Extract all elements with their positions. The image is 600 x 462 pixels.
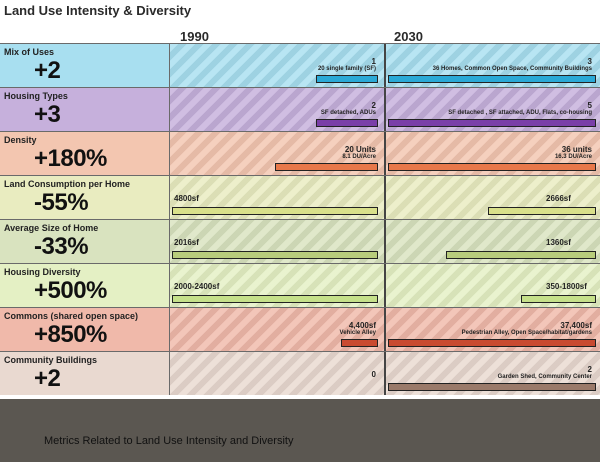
value-bar [275,163,378,171]
value-label: 37,400sf [560,321,592,330]
value-bar [316,119,378,127]
metric-label-panel: Housing Diversity +500% [0,264,170,307]
metric-change: +2 [34,365,61,392]
value-cell-1990: 20 Units 8.1 DU/Acre [170,132,386,175]
value-note: 20 single family (SF) [317,66,376,72]
metric-name: Average Size of Home [4,223,99,233]
metric-change: -33% [34,233,89,260]
metric-row: Community Buildings +2 0 2 Garden Shed, Comm… [0,351,600,395]
metric-change: -55% [34,189,89,216]
metric-row: Density +180% 20 Units 8.1 DU/Acre 36 units 1… [0,131,600,175]
metric-name: Mix of Uses [4,47,55,57]
metric-change: +850% [34,321,107,348]
metric-row: Land Consumption per Home -55% 4800sf 2666s… [0,175,600,219]
value-label: 4,400sf [348,321,376,330]
value-cell-1990: 4800sf [170,176,386,219]
value-bar [341,339,378,347]
value-label: 2016sf [174,238,199,247]
value-cell-2030: 5 SF detached , SF attached, ADU, Flats, … [386,88,600,131]
metric-name: Commons (shared open space) [4,311,139,321]
value-bar [388,75,596,83]
chart-title: Land Use Intensity & Diversity [4,3,192,18]
metric-row: Housing Types +3 2 SF detached, ADUs 5 SF det… [0,87,600,131]
value-cell-2030: 2 Garden Shed, Community Center [386,352,600,395]
value-label: 350-1800sf [546,282,587,291]
value-bar [172,251,378,259]
metric-name: Housing Diversity [4,267,81,277]
value-cell-1990: 0 [170,352,386,395]
metric-row: Average Size of Home -33% 2016sf 1360sf [0,219,600,263]
value-cell-1990: 2 SF detached, ADUs [170,88,386,131]
value-note: SF detached, ADUs [320,110,376,116]
metric-label-panel: Density +180% [0,132,170,175]
metric-name: Community Buildings [4,355,97,365]
value-label: 1 [371,57,376,66]
value-note: 8.1 DU/Acre [342,154,376,160]
figure-caption: Metrics Related to Land Use Intensity an… [44,435,294,447]
value-label: 2 [371,101,376,110]
value-note: Pedestrian Alley, Open Space/habitat/gar… [461,330,592,336]
metric-label-panel: Land Consumption per Home -55% [0,176,170,219]
value-bar [388,383,596,391]
metric-change: +180% [34,145,107,172]
metric-change: +500% [34,277,107,304]
value-bar [521,295,596,303]
column-header-2030: 2030 [394,29,423,44]
metric-label-panel: Mix of Uses +2 [0,44,170,87]
chart-frame: Land Use Intensity & Diversity 1990 2030… [0,0,600,399]
value-bar [316,75,378,83]
value-bar [388,119,596,127]
metric-name: Density [4,135,37,145]
value-note: SF detached , SF attached, ADU, Flats, c… [448,110,592,116]
value-label: 5 [587,101,592,110]
value-cell-2030: 37,400sf Pedestrian Alley, Open Space/hab… [386,308,600,351]
value-note: Vehicle Alley [339,330,376,336]
metric-row: Commons (shared open space) +850% 4,400sf V… [0,307,600,351]
value-note: 16.3 DU/Acre [554,154,592,160]
value-bar [172,295,378,303]
value-cell-1990: 1 20 single family (SF) [170,44,386,87]
metric-change: +2 [34,57,61,84]
value-note: Garden Shed, Community Center [497,374,592,380]
metric-label-panel: Housing Types +3 [0,88,170,131]
value-cell-1990: 2016sf [170,220,386,263]
value-label: 0 [371,370,376,379]
value-cell-2030: 2666sf [386,176,600,219]
metric-label-panel: Average Size of Home -33% [0,220,170,263]
value-bar [446,251,596,259]
value-bar [388,339,596,347]
value-bar [172,207,378,215]
value-label: 20 Units [344,145,376,154]
metric-label-panel: Commons (shared open space) +850% [0,308,170,351]
value-cell-1990: 2000-2400sf [170,264,386,307]
column-header-1990: 1990 [180,29,209,44]
value-label: 4800sf [174,194,199,203]
metric-label-panel: Community Buildings +2 [0,352,170,395]
metric-name: Housing Types [4,91,68,101]
value-label: 2000-2400sf [174,282,220,291]
value-cell-2030: 36 units 16.3 DU/Acre [386,132,600,175]
value-note: 36 Homes, Common Open Space, Community B… [432,66,592,72]
value-label: 36 units [561,145,592,154]
value-label: 3 [587,57,592,66]
value-label: 1360sf [546,238,571,247]
metric-name: Land Consumption per Home [4,179,130,189]
value-bar [388,163,596,171]
metric-row: Mix of Uses +2 1 20 single family (SF) 3 36 H… [0,43,600,87]
photo-texture [170,352,384,395]
value-cell-2030: 3 36 Homes, Common Open Space, Community … [386,44,600,87]
value-cell-2030: 1360sf [386,220,600,263]
value-cell-2030: 350-1800sf [386,264,600,307]
metric-row: Housing Diversity +500% 2000-2400sf 350-180… [0,263,600,307]
value-cell-1990: 4,400sf Vehicle Alley [170,308,386,351]
value-label: 2666sf [546,194,571,203]
value-label: 2 [587,365,592,374]
metric-change: +3 [34,101,61,128]
value-bar [488,207,596,215]
